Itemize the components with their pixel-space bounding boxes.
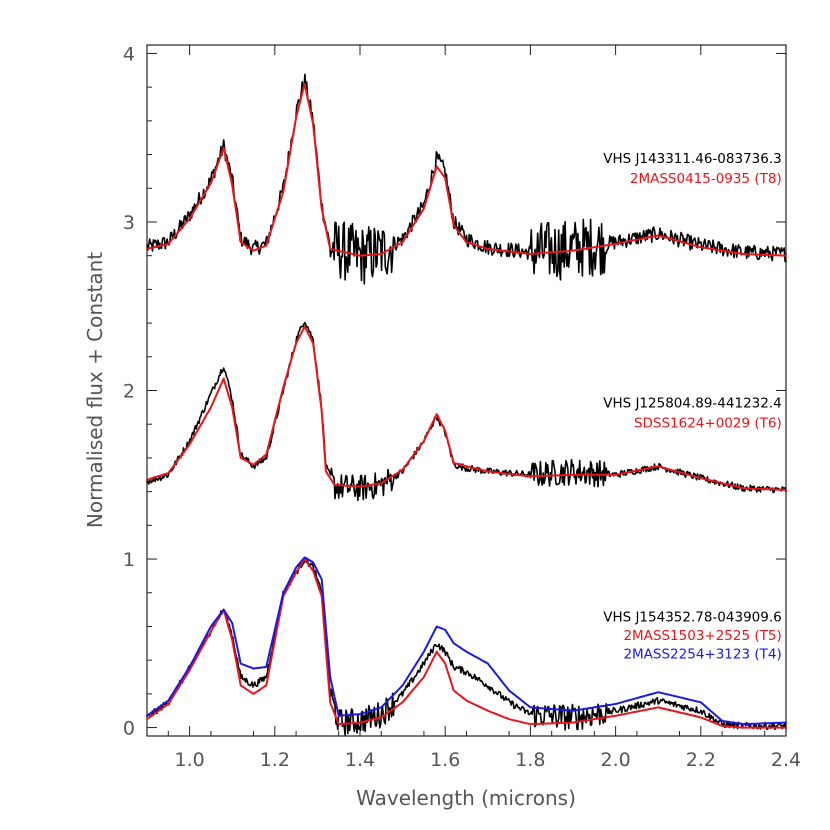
series-label: SDSS1624+0029 (T6) <box>634 416 782 432</box>
series-label: 2MASS1503+2525 (T5) <box>623 628 781 644</box>
x-tick-label: 2.0 <box>600 749 630 771</box>
x-tick-label: 1.4 <box>345 749 375 771</box>
y-tick-label: 1 <box>123 549 135 571</box>
x-tick-label: 1.8 <box>515 749 545 771</box>
x-tick-label: 1.6 <box>430 749 460 771</box>
axis-ticks: 1.0 1.2 1.4 1.6 1.8 2.0 2.2 2.4 0 1 2 3 4 <box>123 43 801 771</box>
series-line-sdss1624-0029-t6 <box>146 325 787 491</box>
series-line-2mass2254-3123-t4 <box>146 556 787 726</box>
series-label: VHS J154352.78-043909.6 <box>603 609 782 625</box>
x-tick-label: 2.2 <box>686 749 716 771</box>
x-tick-label: 2.4 <box>771 749 801 771</box>
series-line-2mass1503-2525-t5 <box>146 558 787 729</box>
y-tick-label: 0 <box>123 718 135 740</box>
series-line-2mass0415-0935-t8 <box>146 82 787 257</box>
annotation-layer: VHS J143311.46-083736.3 2MASS0415-0935 (T… <box>603 151 782 662</box>
series-layer <box>146 73 787 736</box>
y-tick-label: 2 <box>123 381 135 403</box>
y-tick-label: 3 <box>123 212 135 234</box>
series-line-vhs-j154352-78-043909-6 <box>146 557 787 736</box>
y-tick-label: 4 <box>123 43 135 65</box>
y-axis-label: Normalised flux + Constant <box>83 252 107 528</box>
series-label: VHS J125804.89-441232.4 <box>603 395 782 411</box>
x-tick-label: 1.0 <box>174 749 204 771</box>
series-line-vhs-j125804-89-441232-4 <box>146 321 787 502</box>
series-label: 2MASS0415-0935 (T8) <box>630 171 782 187</box>
x-axis-label: Wavelength (microns) <box>356 786 576 810</box>
series-label: 2MASS2254+3123 (T4) <box>623 646 781 662</box>
x-tick-label: 1.2 <box>260 749 290 771</box>
series-label: VHS J143311.46-083736.3 <box>603 151 782 167</box>
